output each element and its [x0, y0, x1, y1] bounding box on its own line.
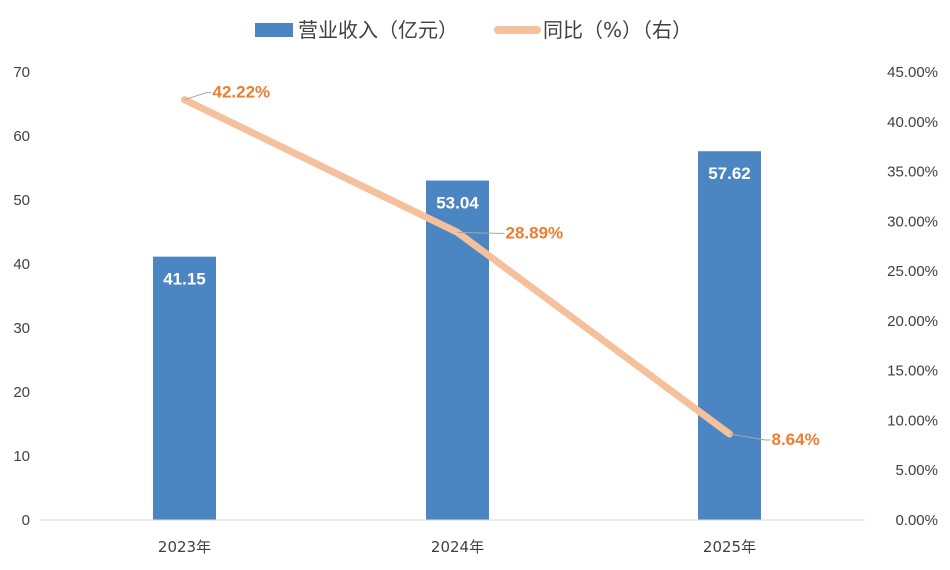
category-tick-label: 2024年 — [431, 538, 484, 556]
leader-line — [184, 92, 212, 101]
right-tick-label: 5.00% — [895, 462, 938, 479]
right-tick-label: 20.00% — [887, 313, 938, 330]
right-tick-label: 30.00% — [887, 213, 938, 230]
bar-data-label: 41.15 — [163, 270, 206, 289]
left-tick-label: 20 — [13, 384, 30, 401]
left-tick-label: 60 — [13, 128, 30, 145]
right-tick-label: 0.00% — [895, 512, 938, 529]
bar-series: 41.15 53.04 57.62 — [153, 151, 761, 520]
right-tick-label: 35.00% — [887, 164, 938, 181]
legend-label-yoy: 同比（%）（右） — [543, 18, 692, 42]
bar — [698, 151, 761, 520]
right-tick-label: 25.00% — [887, 263, 938, 280]
legend-swatch-revenue — [255, 23, 293, 37]
right-tick-label: 10.00% — [887, 412, 938, 429]
leader-line — [457, 231, 505, 234]
x-axis: 2023年 2024年 2025年 — [158, 538, 756, 556]
legend-label-revenue: 营业收入（亿元） — [298, 18, 458, 42]
right-tick-label: 40.00% — [887, 114, 938, 131]
legend: 营业收入（亿元） 同比（%）（右） — [255, 18, 692, 42]
left-tick-label: 0 — [22, 512, 30, 529]
left-tick-label: 50 — [13, 192, 30, 209]
right-axis: 0.00% 5.00% 10.00% 15.00% 20.00% 25.00% 30.00%… — [887, 64, 938, 529]
left-tick-label: 40 — [13, 256, 30, 273]
left-tick-label: 10 — [13, 448, 30, 465]
leader-line — [729, 433, 771, 441]
bar — [153, 256, 216, 520]
bar-data-label: 57.62 — [708, 164, 751, 183]
right-tick-label: 45.00% — [887, 64, 938, 81]
bar — [426, 180, 489, 520]
line-data-label: 42.22% — [213, 83, 271, 102]
line-series: 42.22% 28.89% 8.64% — [181, 83, 820, 449]
left-axis: 0 10 20 30 40 50 60 70 — [13, 64, 30, 529]
left-tick-label: 70 — [13, 64, 30, 81]
bar-data-label: 53.04 — [436, 194, 479, 213]
line-data-label: 28.89% — [506, 223, 564, 242]
line-data-label: 8.64% — [772, 430, 820, 449]
left-tick-label: 30 — [13, 320, 30, 337]
category-tick-label: 2025年 — [703, 538, 756, 556]
right-tick-label: 15.00% — [887, 363, 938, 380]
category-tick-label: 2023年 — [158, 538, 211, 556]
